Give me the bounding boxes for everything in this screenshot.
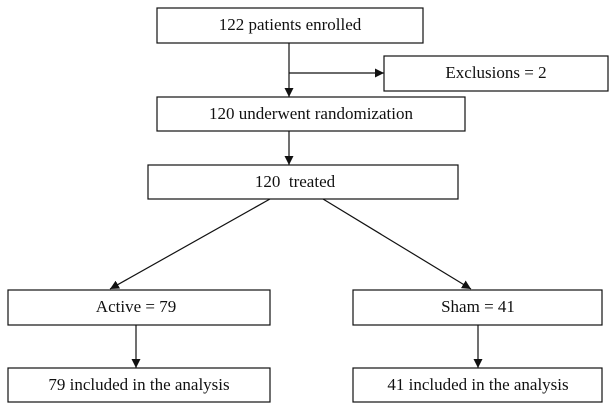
box	[156, 7, 424, 44]
box	[7, 367, 271, 403]
node-label: 120 underwent randomization	[209, 104, 413, 123]
node-label: 41 included in the analysis	[387, 375, 568, 394]
node-label: 120 treated	[255, 172, 336, 191]
arrow	[322, 198, 472, 290]
arrow	[109, 198, 271, 290]
box	[147, 164, 459, 200]
node-label: Sham = 41	[441, 297, 515, 316]
box	[156, 96, 466, 132]
node-label: Active = 79	[96, 297, 176, 316]
box	[352, 367, 603, 403]
node-label: Exclusions = 2	[445, 63, 546, 82]
box	[7, 289, 271, 326]
box	[352, 289, 603, 326]
box	[383, 55, 609, 92]
node-label: 122 patients enrolled	[219, 15, 362, 34]
node-label: 79 included in the analysis	[48, 375, 229, 394]
